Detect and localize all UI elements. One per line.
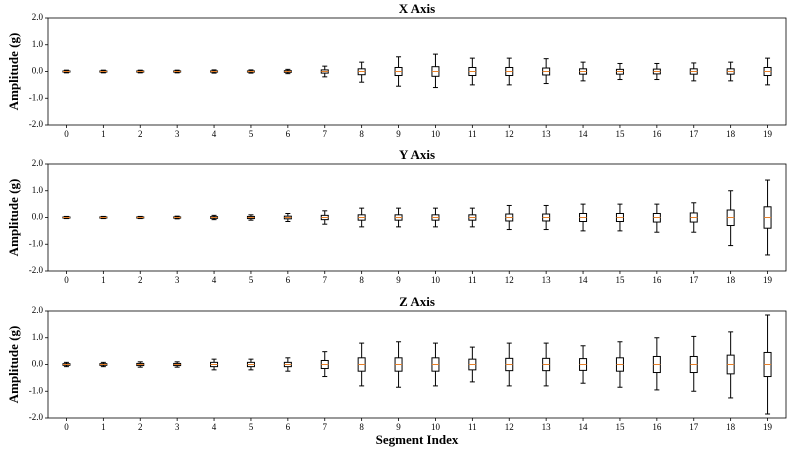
x-tick-label: 9	[396, 275, 401, 285]
x-tick-label: 14	[579, 129, 589, 139]
x-tick-label: 3	[175, 129, 180, 139]
x-tick-label: 6	[286, 275, 291, 285]
subplot-title: Z Axis	[399, 294, 435, 309]
y-tick-label: 1.0	[32, 39, 44, 49]
x-tick-label: 15	[615, 422, 625, 432]
x-tick-label: 10	[431, 275, 441, 285]
subplot-title: Y Axis	[399, 147, 435, 162]
x-tick-label: 15	[615, 275, 625, 285]
x-tick-label: 1	[101, 422, 106, 432]
y-tick-label: -1.0	[29, 238, 44, 248]
x-tick-label: 0	[64, 129, 69, 139]
x-tick-label: 19	[763, 129, 773, 139]
x-tick-label: 10	[431, 129, 441, 139]
x-tick-label: 6	[286, 422, 291, 432]
y-tick-label: 0.0	[32, 359, 44, 369]
x-tick-label: 8	[359, 275, 364, 285]
y-tick-label: -1.0	[29, 385, 44, 395]
y-axis-label: Amplitude (g)	[6, 33, 21, 111]
x-tick-label: 3	[175, 275, 180, 285]
y-tick-label: -2.0	[29, 265, 44, 275]
x-tick-label: 17	[689, 129, 699, 139]
x-tick-label: 4	[212, 422, 217, 432]
x-tick-label: 7	[323, 275, 328, 285]
x-tick-label: 1	[101, 129, 106, 139]
x-tick-label: 13	[542, 129, 552, 139]
x-tick-label: 18	[726, 275, 736, 285]
x-tick-label: 19	[763, 422, 773, 432]
y-tick-label: 2.0	[32, 305, 44, 315]
x-tick-label: 16	[652, 129, 662, 139]
subplot-title: X Axis	[399, 1, 435, 16]
y-tick-label: 1.0	[32, 185, 44, 195]
x-tick-label: 16	[652, 422, 662, 432]
x-tick-label: 5	[249, 129, 254, 139]
x-tick-label: 0	[64, 275, 69, 285]
x-tick-label: 0	[64, 422, 69, 432]
x-tick-label: 12	[505, 422, 514, 432]
x-tick-label: 9	[396, 129, 401, 139]
x-tick-label: 12	[505, 129, 514, 139]
y-tick-label: 1.0	[32, 332, 44, 342]
x-tick-label: 17	[689, 422, 699, 432]
x-tick-label: 4	[212, 129, 217, 139]
plot-frame	[47, 310, 787, 419]
x-tick-label: 3	[175, 422, 180, 432]
x-tick-label: 7	[323, 422, 328, 432]
x-tick-label: 16	[652, 275, 662, 285]
x-tick-label: 9	[396, 422, 401, 432]
y-tick-label: -2.0	[29, 412, 44, 422]
plot-frame	[47, 17, 787, 126]
x-tick-label: 14	[579, 422, 589, 432]
y-tick-label: 0.0	[32, 66, 44, 76]
x-tick-label: 2	[138, 129, 143, 139]
plot-frame	[47, 163, 787, 272]
x-tick-label: 8	[359, 129, 364, 139]
y-tick-label: 2.0	[32, 158, 44, 168]
x-tick-label: 17	[689, 275, 699, 285]
y-tick-label: -2.0	[29, 119, 44, 129]
x-tick-label: 2	[138, 422, 143, 432]
x-tick-label: 19	[763, 275, 773, 285]
x-tick-label: 1	[101, 275, 106, 285]
x-tick-label: 18	[726, 129, 736, 139]
x-tick-label: 13	[542, 422, 552, 432]
x-tick-label: 5	[249, 275, 254, 285]
y-tick-label: 0.0	[32, 212, 44, 222]
x-tick-label: 2	[138, 275, 143, 285]
x-tick-label: 7	[323, 129, 328, 139]
x-tick-label: 12	[505, 275, 514, 285]
x-tick-label: 11	[468, 129, 477, 139]
x-axis-label: Segment Index	[376, 432, 459, 447]
y-axis-label: Amplitude (g)	[6, 179, 21, 257]
x-tick-label: 8	[359, 422, 364, 432]
x-tick-label: 11	[468, 422, 477, 432]
x-tick-label: 18	[726, 422, 736, 432]
y-tick-label: 2.0	[32, 12, 44, 22]
x-tick-label: 10	[431, 422, 441, 432]
x-tick-label: 13	[542, 275, 552, 285]
x-tick-label: 14	[579, 275, 589, 285]
x-tick-label: 15	[615, 129, 625, 139]
x-tick-label: 4	[212, 275, 217, 285]
y-axis-label: Amplitude (g)	[6, 326, 21, 404]
x-tick-label: 5	[249, 422, 254, 432]
x-tick-label: 6	[286, 129, 291, 139]
x-tick-label: 11	[468, 275, 477, 285]
y-tick-label: -1.0	[29, 92, 44, 102]
